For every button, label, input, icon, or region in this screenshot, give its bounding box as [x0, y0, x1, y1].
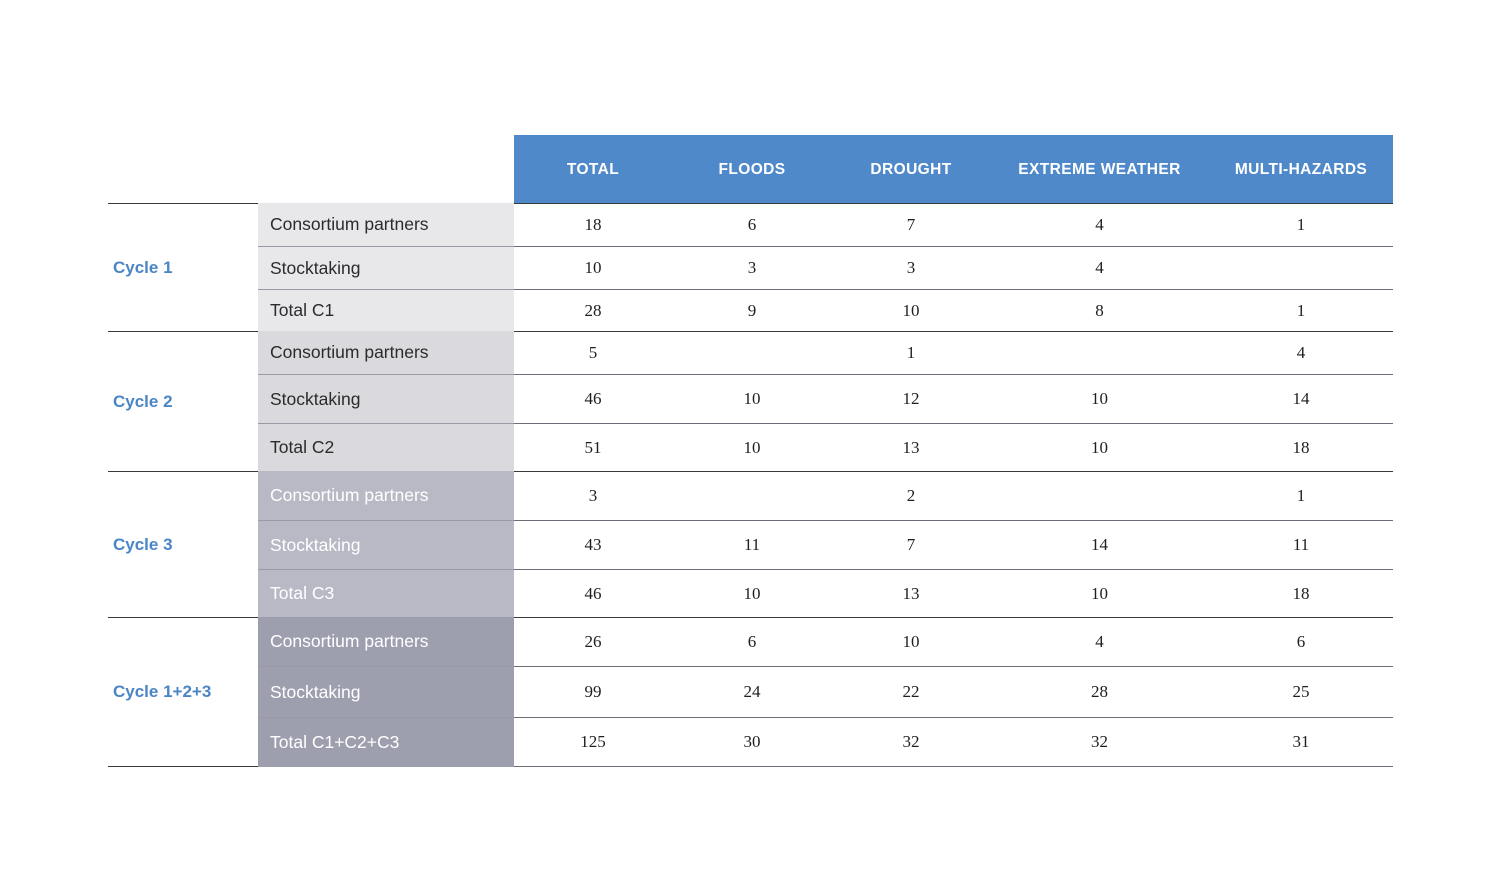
table-cell: 13	[832, 423, 990, 471]
table-cell: 22	[832, 666, 990, 717]
table-cell: 12	[832, 374, 990, 423]
table-cell: 10	[990, 569, 1209, 617]
table-cell: 125	[514, 717, 672, 767]
row-label: Stocktaking	[258, 374, 514, 423]
table-cell: 24	[672, 666, 832, 717]
table-cell: 3	[514, 471, 672, 520]
table-cell	[990, 331, 1209, 374]
table-cell: 10	[672, 569, 832, 617]
table-cell: 5	[514, 331, 672, 374]
row-label: Consortium partners	[258, 331, 514, 374]
table-cell	[1209, 246, 1393, 289]
row-label: Stocktaking	[258, 520, 514, 569]
row-label: Total C2	[258, 423, 514, 471]
table-cell: 6	[1209, 617, 1393, 666]
table-cell: 11	[1209, 520, 1393, 569]
table-cell: 7	[832, 203, 990, 246]
column-header-multi-hazards: MULTI-HAZARDS	[1209, 135, 1393, 203]
table-cell: 4	[990, 203, 1209, 246]
row-label: Total C1	[258, 289, 514, 331]
table-cell: 25	[1209, 666, 1393, 717]
column-header-floods: FLOODS	[672, 135, 832, 203]
table-cell: 28	[990, 666, 1209, 717]
table-cell: 10	[832, 617, 990, 666]
table-cell: 4	[1209, 331, 1393, 374]
table-cell: 1	[832, 331, 990, 374]
table-cell	[990, 471, 1209, 520]
results-table: TOTAL FLOODS DROUGHT EXTREME WEATHER MULTI-H…	[108, 135, 1393, 767]
table-cell: 14	[1209, 374, 1393, 423]
row-label: Consortium partners	[258, 203, 514, 246]
column-header-total: TOTAL	[514, 135, 672, 203]
table-cell: 6	[672, 203, 832, 246]
cycle-label: Cycle 2	[108, 331, 258, 471]
table-cell: 28	[514, 289, 672, 331]
table-cell	[672, 331, 832, 374]
table-cell: 10	[990, 423, 1209, 471]
table-cell: 11	[672, 520, 832, 569]
table-cell: 13	[832, 569, 990, 617]
table-cell: 26	[514, 617, 672, 666]
table-cell: 4	[990, 617, 1209, 666]
cycle-label: Cycle 1+2+3	[108, 617, 258, 767]
table-cell: 10	[514, 246, 672, 289]
column-header-extreme-weather: EXTREME WEATHER	[990, 135, 1209, 203]
table-cell: 7	[832, 520, 990, 569]
row-label: Consortium partners	[258, 617, 514, 666]
table-cell: 43	[514, 520, 672, 569]
table-cell: 8	[990, 289, 1209, 331]
table-cell: 9	[672, 289, 832, 331]
table-cell: 1	[1209, 289, 1393, 331]
table-cell: 46	[514, 374, 672, 423]
row-label: Total C1+C2+C3	[258, 717, 514, 767]
table-cell: 18	[514, 203, 672, 246]
table-cell: 30	[672, 717, 832, 767]
table-cell: 99	[514, 666, 672, 717]
table-cell: 10	[832, 289, 990, 331]
table-cell: 32	[832, 717, 990, 767]
column-header-drought: DROUGHT	[832, 135, 990, 203]
table-cell: 18	[1209, 569, 1393, 617]
table-cell: 2	[832, 471, 990, 520]
table-cell: 10	[672, 423, 832, 471]
table-cell: 1	[1209, 471, 1393, 520]
cycle-label: Cycle 3	[108, 471, 258, 617]
row-label: Stocktaking	[258, 666, 514, 717]
table-cell: 10	[672, 374, 832, 423]
table-cell: 31	[1209, 717, 1393, 767]
table-cell: 46	[514, 569, 672, 617]
row-label: Total C3	[258, 569, 514, 617]
table-cell: 1	[1209, 203, 1393, 246]
table-cell: 4	[990, 246, 1209, 289]
table-cell: 51	[514, 423, 672, 471]
table-cell: 3	[672, 246, 832, 289]
table-cell: 10	[990, 374, 1209, 423]
row-label: Stocktaking	[258, 246, 514, 289]
table-cell: 3	[832, 246, 990, 289]
row-label: Consortium partners	[258, 471, 514, 520]
table-cell: 18	[1209, 423, 1393, 471]
table-cell: 14	[990, 520, 1209, 569]
table-cell	[672, 471, 832, 520]
cycle-label: Cycle 1	[108, 203, 258, 331]
table-cell: 6	[672, 617, 832, 666]
table-cell: 32	[990, 717, 1209, 767]
